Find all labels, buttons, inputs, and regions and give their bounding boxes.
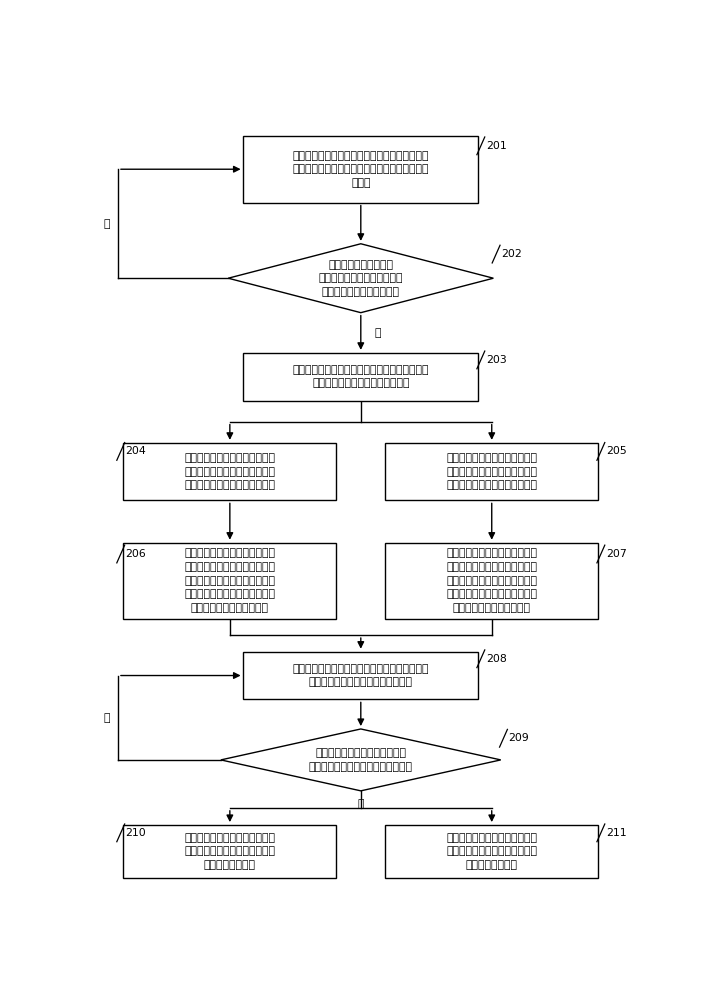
Bar bbox=[385, 825, 598, 878]
Bar bbox=[244, 136, 478, 203]
Text: 202: 202 bbox=[501, 249, 522, 259]
Text: 204: 204 bbox=[125, 446, 146, 456]
Text: 205: 205 bbox=[605, 446, 627, 456]
Text: 移动设备触发移动设备内设的重力传感器，由重
力传感器识别移动设备的位置姿态: 移动设备触发移动设备内设的重力传感器，由重 力传感器识别移动设备的位置姿态 bbox=[293, 365, 429, 388]
Text: 206: 206 bbox=[125, 549, 146, 559]
Bar bbox=[385, 443, 598, 500]
Text: 209: 209 bbox=[508, 733, 529, 743]
Text: 若位置姿态指示移动设备正面朝
上放置，移动设备开启设置在移
动设备正面的显示屏的照明功能: 若位置姿态指示移动设备正面朝 上放置，移动设备开启设置在移 动设备正面的显示屏的… bbox=[184, 453, 275, 490]
Text: 203: 203 bbox=[486, 355, 506, 365]
Bar bbox=[244, 353, 478, 401]
Text: 208: 208 bbox=[486, 654, 506, 664]
Text: 移动设备开启移动设备背面的第
二环境光传感器，检测移动设备
外部的环境光线强度，根据第二
环境光传感器检测到的环境光线
强度调整闪光灯的照明亮度: 移动设备开启移动设备背面的第 二环境光传感器，检测移动设备 外部的环境光线强度，… bbox=[446, 548, 537, 613]
Polygon shape bbox=[221, 729, 501, 791]
Text: 移动设备触发移动设备内设的声控传感器，通过
声控传感器检测移动设备外部的第一时间段的声
音信号: 移动设备触发移动设备内设的声控传感器，通过 声控传感器检测移动设备外部的第一时间… bbox=[293, 151, 429, 188]
Text: 210: 210 bbox=[125, 828, 146, 838]
Text: 是: 是 bbox=[358, 799, 364, 809]
Text: 207: 207 bbox=[605, 549, 627, 559]
Text: 否: 否 bbox=[103, 713, 110, 723]
Bar bbox=[244, 652, 478, 699]
Text: 若是关闭照明单元的关闭信号且
开启的是闪光灯，移动设备关闭
闪光灯的照明功能: 若是关闭照明单元的关闭信号且 开启的是闪光灯，移动设备关闭 闪光灯的照明功能 bbox=[446, 833, 537, 870]
Bar bbox=[123, 825, 337, 878]
Text: 201: 201 bbox=[486, 141, 506, 151]
Text: 211: 211 bbox=[605, 828, 627, 838]
Text: 若位置姿态指示移动设备背面朝
上放置，移动设备开启设置在移
动设备背面的闪光灯的照明功能: 若位置姿态指示移动设备背面朝 上放置，移动设备开启设置在移 动设备背面的闪光灯的… bbox=[446, 453, 537, 490]
Text: 若是关闭照明单元的关闭信号且
开启的是显示屏，移动设备关闭
显示屏的照明功能: 若是关闭照明单元的关闭信号且 开启的是显示屏，移动设备关闭 显示屏的照明功能 bbox=[184, 833, 275, 870]
Text: 是: 是 bbox=[375, 328, 381, 338]
Bar bbox=[385, 543, 598, 619]
Bar bbox=[123, 443, 337, 500]
Bar bbox=[123, 543, 337, 619]
Polygon shape bbox=[228, 244, 494, 313]
Text: 移动设备触发声控传感器，由声控传感器检测移
动设备外部的第二时间段的声音信号: 移动设备触发声控传感器，由声控传感器检测移 动设备外部的第二时间段的声音信号 bbox=[293, 664, 429, 687]
Text: 移动设备判断第一时间
段的声音信号是否为开启移动
设备中照明单元的开启信号: 移动设备判断第一时间 段的声音信号是否为开启移动 设备中照明单元的开启信号 bbox=[318, 260, 403, 297]
Text: 移动设备判断第二时间段的声音
信号是否为关闭照明单元的关闭信号: 移动设备判断第二时间段的声音 信号是否为关闭照明单元的关闭信号 bbox=[309, 748, 413, 772]
Text: 否: 否 bbox=[103, 219, 110, 229]
Text: 移动设备开启移动设备正面的第
一环境光传感器，检测移动设备
外部的环境光线强度，根据第一
环境光传感器检测到的环境光线
强度调整显示屏的照明亮度: 移动设备开启移动设备正面的第 一环境光传感器，检测移动设备 外部的环境光线强度，… bbox=[184, 548, 275, 613]
